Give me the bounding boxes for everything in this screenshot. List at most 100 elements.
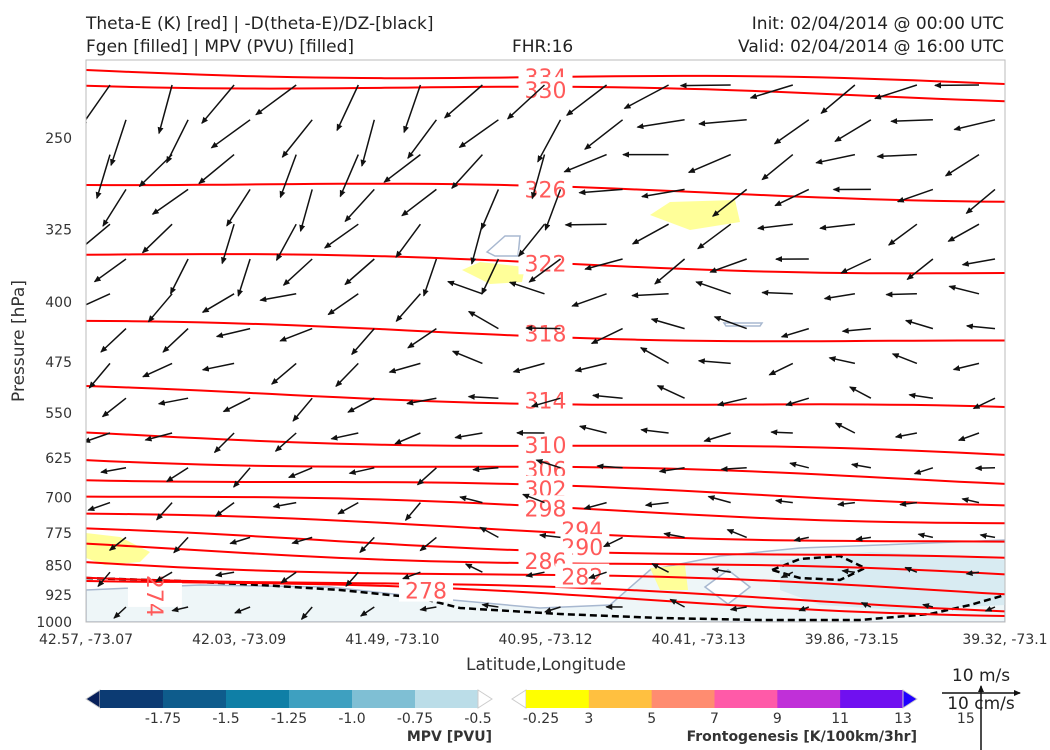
wind-vector [327,293,359,316]
wind-vector [525,325,561,332]
wind-vector [93,258,127,283]
wind-vector [876,153,917,160]
wind-vector [300,606,313,621]
wind-vector [584,258,623,271]
wind-vector [780,571,794,579]
wind-vector [144,432,173,442]
colorbar-extend-high [902,689,918,709]
wind-vector [695,281,731,295]
wind-vector [592,392,623,399]
wind-vector [360,119,376,167]
wind-vector [720,465,747,472]
wind-vector [165,467,189,483]
wind-vector [222,397,251,413]
wind-vector [292,397,313,422]
wind-vector [169,258,189,295]
wind-vector [347,397,375,413]
colorbar-segment [651,690,715,708]
wind-vector [479,526,499,539]
wind-vector [151,188,189,215]
wind-vector [401,188,437,217]
wind-vector [953,119,996,132]
mpv-colorbar-label: MPV [PVU] [407,729,492,745]
wind-vector [282,258,313,286]
colorbar-segment [289,690,353,708]
wind-vector [275,223,297,262]
wind-vector [650,317,685,330]
wind-vector [894,432,918,439]
wind-vector [948,284,980,295]
wind-vector [348,467,375,475]
plot-frame [85,59,1006,623]
wind-vector [141,223,173,254]
wind-vector [110,119,127,167]
wind-vector [574,362,607,373]
plot-area: 3343303263223183143103063022982942902862… [86,60,1005,622]
wind-vector [229,536,251,545]
wind-vector [407,327,437,349]
wind-vector [820,84,856,114]
wind-vector [147,293,173,323]
fgen-fill-mid [462,262,525,284]
wind-vector [86,293,111,306]
colorbar-segment [526,690,590,708]
wind-vector [214,501,235,517]
wind-vector [578,424,607,434]
wind-vector [530,397,561,408]
wind-vector [669,598,685,608]
fgen-fill-lowleft [86,533,150,565]
wind-vector [213,432,235,454]
wind-vector [395,293,421,322]
wind-vector [108,536,127,551]
chart-title-line1: Theta-E (K) [red] | -D(theta-E)/DZ-[blac… [86,14,434,34]
wind-vector [201,84,235,124]
wind-vector [481,602,499,609]
wind-vector [729,605,747,612]
wind-vector [443,84,483,119]
wind-vector [470,224,484,265]
wind-vector [698,119,747,127]
x-tick-label: 41.49, -73.10 [345,632,439,648]
colorbar-segment [163,690,227,708]
wind-vector [345,571,359,587]
wind-vector [603,536,623,548]
wind-vector [481,258,500,295]
wind-vector [712,188,748,217]
wind-vector [887,223,918,246]
wind-vector [841,568,855,575]
wind-vector [891,353,918,365]
wind-vector [221,223,235,265]
wind-vector [904,566,918,573]
wind-vector [272,501,297,509]
mpv-colorbar: -1.75 -1.5 -1.25 -1.0 -0.75 -0.5 -0.25 [85,689,559,727]
theta-e-label: 274 [141,575,166,617]
wind-vector [703,432,731,443]
wind-vector [359,536,375,554]
wind-vector [789,461,809,469]
wind-vector [640,427,669,434]
y-tick-label: 775 [45,526,72,542]
wind-vector [965,570,980,577]
wind-vector [913,467,934,475]
wind-vector [761,289,793,296]
chart-title-line2: Fgen [filled] | MPV (PVU) [filled] [86,37,355,57]
wind-vector [330,432,359,441]
wind-vector [210,119,251,149]
theta-e-label-bg [518,320,573,345]
wind-vector [711,567,731,573]
wind-vector [259,293,297,303]
theta-e-labels: 3343303263223183143103063022982942902862… [127,64,610,617]
colorbar-tick-label: 3 [584,711,593,727]
wind-vector [770,429,793,436]
wind-vector [860,602,872,608]
x-tick-label: 42.57, -73.07 [39,632,133,648]
colorbar-tick-label: 11 [831,711,849,727]
colorbar-segment [226,690,290,708]
wind-vector [255,84,297,116]
fgen-colorbar-label: Frontogenesis [K/100km/3hr] [687,729,917,745]
theta-e-label: 330 [525,79,567,104]
wind-vector [102,189,127,227]
wind-vector [95,154,111,200]
wind-vector [419,536,437,552]
colorbar-segment [777,690,841,708]
